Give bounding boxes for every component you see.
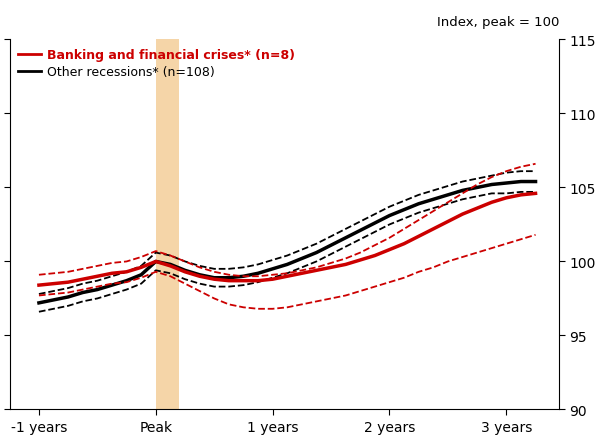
Legend: Banking and financial crises* (n=8), Other recessions* (n=108): Banking and financial crises* (n=8), Oth… <box>16 46 298 81</box>
Text: Index, peak = 100: Index, peak = 100 <box>437 16 559 29</box>
Bar <box>156 40 179 410</box>
